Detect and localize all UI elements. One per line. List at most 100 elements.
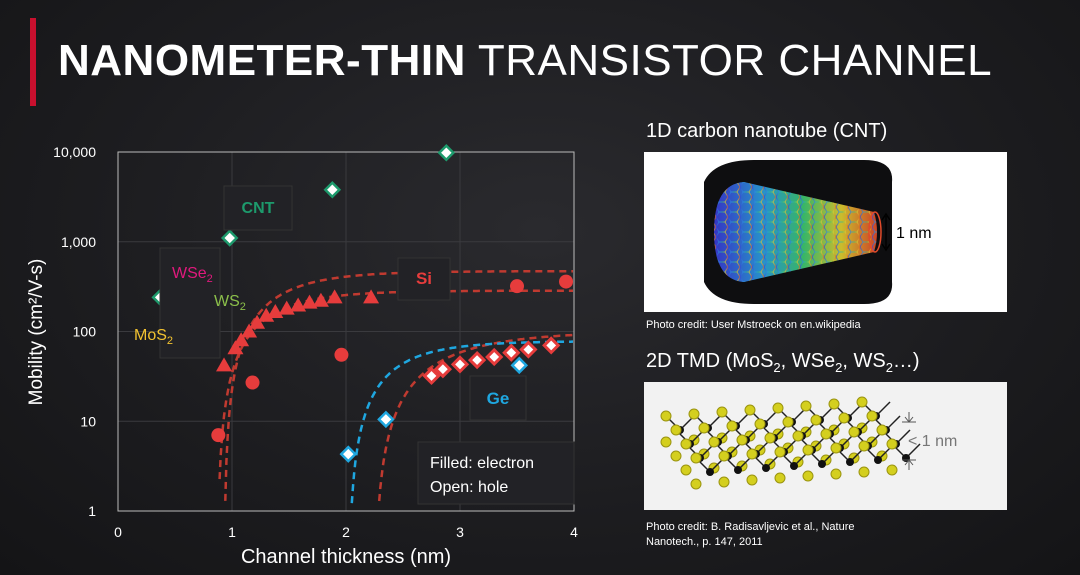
chalcogen-atom [802,444,814,456]
tmd-label-box [159,247,221,359]
point-si [301,294,318,309]
point-cnt [323,180,342,199]
chalcogen-atom [718,476,730,488]
chalcogen-atom [746,448,758,460]
tube-end [868,211,882,253]
point-si [326,289,343,304]
chalcogen-atom [754,418,766,430]
tmd-image: < 1 nm [644,382,1007,510]
x-tick-label: 1 [228,524,236,540]
point-ge [377,410,395,429]
metal-atom [706,468,714,476]
point-si [216,357,233,372]
tmd-credit-line2: Nanotech., p. 147, 2011 [646,536,763,548]
chalcogen-atom [716,406,728,418]
y-tick-label: 10 [80,413,96,429]
point-si [450,355,470,374]
point-ge [510,356,529,375]
x-tick-label: 2 [342,524,350,540]
arrow-head-up [881,212,891,221]
y-axis-label: Mobility (cm²/V-s) [26,259,47,406]
chalcogen-atom [698,422,710,434]
ws2-label: WS2 [214,293,246,313]
mos2-label: MoS2 [134,327,173,347]
x-tick-label: 4 [570,524,578,540]
cnt-dimension-label: 1 nm [896,225,932,242]
chalcogen-atom [688,408,700,420]
tmd-dimension-label: < 1 nm [908,433,957,450]
tmd-title-mid2: , WS [842,350,886,372]
arrow-head-down [881,243,891,252]
title-light: TRANSISTOR CHANNEL [477,36,993,85]
tmd-sub-3: 2 [885,360,893,375]
legend-box [417,441,575,505]
point-si [278,300,295,315]
chalcogen-atom [782,416,794,428]
chalcogen-atom [876,424,888,436]
metal-atom [790,462,798,470]
x-tick-label: 0 [114,524,122,540]
metal-atom [818,460,826,468]
chalcogen-atom [660,410,672,422]
metal-atom [762,464,770,472]
tmd-sub-1: 2 [773,360,781,375]
point-cnt [437,144,456,162]
point-si [422,366,441,386]
chalcogen-atom [858,440,870,452]
slide-title: NANOMETER-THIN TRANSISTOR CHANNEL [58,36,992,86]
point-si [211,428,226,443]
y-tick-label: 10,000 [53,144,96,160]
wse2-base: WSe [172,265,207,282]
mos2-base: MoS [134,327,167,344]
point-si [334,347,349,362]
metal-atom [734,466,742,474]
tmd-dim-arrow-bottom [904,459,914,470]
x-axis-label: Channel thickness (nm) [241,546,451,568]
tube-lattice [714,182,877,282]
chalcogen-atom [866,410,878,422]
ge-label: Ge [487,389,510,408]
cnt-label: CNT [242,200,275,217]
legend-line2: Open: hole [430,479,508,496]
chalcogen-atom [774,446,786,458]
y-tick-label: 1,000 [61,234,96,250]
chalcogen-atom [838,412,850,424]
point-si [249,314,266,329]
chalcogen-atom [680,464,692,476]
chalcogen-atom [746,474,758,486]
chalcogen-atom [680,438,692,450]
chalcogen-atom [670,450,682,462]
axis-ticks: 0 1 2 3 4 1 10 100 1,000 10,000 [53,144,578,540]
fit-curve-si [377,333,574,502]
chalcogen-atom [660,436,672,448]
metal-atom [846,458,854,466]
tmd-lattice [660,396,921,490]
tmd-dim-arrow-top [904,412,914,423]
point-si [241,323,258,338]
chalcogen-atom [800,400,812,412]
chalcogen-atom [670,424,682,436]
title-bold: NANOMETER-THIN [58,36,466,85]
chalcogen-atom [718,450,730,462]
ws2-base: WS [214,293,240,310]
chalcogen-atom [792,430,804,442]
point-si [245,375,260,390]
chalcogen-atom [764,432,776,444]
point-si [312,292,329,307]
chalcogen-atom [772,402,784,414]
point-si [485,347,504,367]
fit-curve-ge [350,340,573,504]
point-ge [339,445,358,463]
mos2-sub: 2 [167,335,173,347]
chalcogen-atom [810,414,822,426]
chalcogen-atom [774,472,786,484]
chalcogen-atom [828,398,840,410]
chalcogen-atom [886,438,898,450]
point-si [502,343,521,362]
cnt-panel-title: 1D carbon nanotube (CNT) [646,120,888,142]
y-tick-label: 100 [73,324,97,340]
chalcogen-atom [886,464,898,476]
y-tick-label: 1 [88,503,96,519]
point-si [363,289,380,304]
cnt-image: 1 nm [644,152,1007,312]
